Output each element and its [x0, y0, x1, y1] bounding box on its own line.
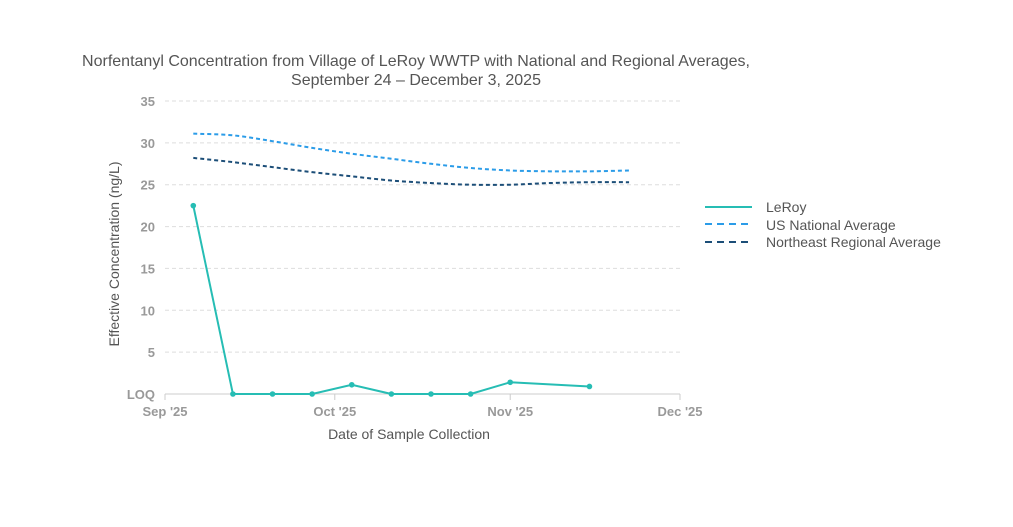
data-point-leroy-4[interactable]: [348, 381, 355, 388]
x-tick-label-2: Nov '25: [487, 404, 533, 419]
y-tick-label-5: 25: [141, 178, 155, 193]
data-point-leroy-2[interactable]: [269, 391, 276, 397]
y-tick-label-0: LOQ: [127, 387, 155, 402]
y-tick-label-4: 20: [141, 220, 155, 235]
legend: LeRoy US National Average Northeast Regi…: [705, 199, 941, 250]
x-tick-label-0: Sep '25: [142, 404, 187, 419]
y-tick-label-2: 10: [141, 303, 155, 318]
y-axis-title: Effective Concentration (ng/L): [106, 162, 122, 347]
y-tick-label-6: 30: [141, 136, 155, 151]
x-axis-title: Date of Sample Collection: [328, 426, 490, 442]
y-tick-label-3: 15: [141, 261, 155, 276]
data-point-leroy-9[interactable]: [586, 383, 593, 390]
x-axis-ticks: Sep '25 Oct '25 Nov '25 Dec '25: [142, 394, 703, 419]
series-line-northeast-regional-average: [193, 156, 630, 186]
data-point-leroy-8[interactable]: [507, 379, 514, 386]
data-point-leroy-6[interactable]: [428, 391, 434, 397]
data-point-leroy-0[interactable]: [190, 202, 197, 209]
y-tick-label-7: 35: [141, 94, 155, 109]
series-line-us-national-average: [193, 132, 630, 173]
legend-label-northeast-regional: Northeast Regional Average: [766, 234, 941, 250]
data-point-leroy-1[interactable]: [230, 391, 236, 397]
series-layer: [190, 132, 630, 397]
legend-label-leroy: LeRoy: [766, 199, 806, 215]
data-point-leroy-5[interactable]: [388, 391, 395, 397]
y-axis-ticks: LOQ 5 10 15 20 25 30 35: [127, 94, 155, 402]
legend-label-us-national: US National Average: [766, 217, 896, 233]
chart-title-line-1: Norfentanyl Concentration from Village o…: [82, 53, 750, 70]
x-tick-label-1: Oct '25: [313, 404, 356, 419]
data-point-leroy-7[interactable]: [467, 391, 474, 397]
gridlines: [165, 100, 680, 353]
x-tick-label-3: Dec '25: [657, 404, 702, 419]
series-line-leroy: [192, 205, 590, 395]
data-point-leroy-3[interactable]: [309, 391, 315, 397]
chart-title-line-2: September 24 – December 3, 2025: [291, 72, 541, 89]
y-tick-label-1: 5: [148, 345, 155, 360]
